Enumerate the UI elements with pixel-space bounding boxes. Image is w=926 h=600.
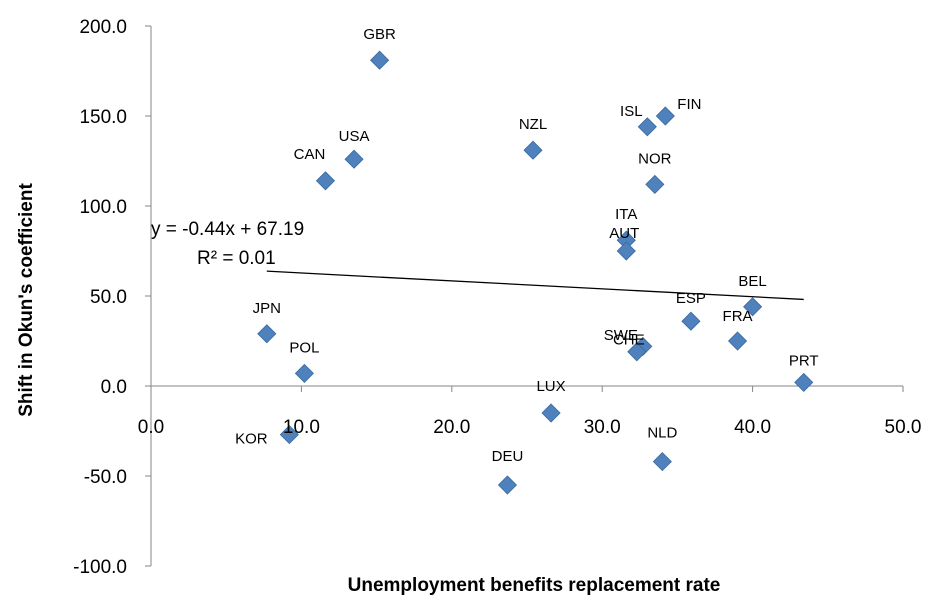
- data-point-deu: [497, 475, 518, 495]
- point-label-gbr: GBR: [363, 26, 396, 43]
- data-point-lux: [541, 403, 561, 423]
- point-label-can: CAN: [294, 146, 326, 163]
- y-axis-title: Shift in Okun's coefficient: [16, 183, 37, 417]
- y-tick-label: 0.0: [101, 377, 127, 398]
- y-tick-label: -100.0: [73, 557, 127, 578]
- y-tick-label: -50.0: [84, 467, 127, 488]
- point-label-bel: BEL: [738, 273, 766, 290]
- point-label-kor: KOR: [235, 431, 268, 448]
- data-points: [257, 50, 814, 495]
- x-tick-label: 10.0: [283, 417, 320, 438]
- data-point-bel: [743, 297, 763, 317]
- data-point-can: [315, 171, 336, 191]
- x-tick-label: 30.0: [584, 417, 621, 438]
- x-tick-label: 0.0: [138, 417, 164, 438]
- data-point-usa: [344, 149, 364, 169]
- point-label-lux: LUX: [536, 378, 565, 395]
- point-label-nor: NOR: [638, 150, 672, 167]
- point-label-che: CHE: [613, 331, 645, 348]
- data-point-isl: [637, 117, 657, 137]
- point-label-pol: POL: [289, 339, 319, 356]
- trendline: [266, 270, 804, 301]
- y-tick-label: 100.0: [79, 197, 127, 218]
- data-point-esp: [681, 311, 701, 331]
- data-point-nzl: [523, 140, 543, 160]
- x-tick-label: 20.0: [433, 417, 470, 438]
- point-label-esp: ESP: [676, 290, 706, 307]
- tick-labels: 200.0 150.0 100.0 50.0 0.0 -50.0 -100.0 0.0 10.0…: [73, 17, 921, 578]
- point-label-fin: FIN: [677, 96, 701, 113]
- data-point-fin: [655, 106, 675, 126]
- x-axis-title: Unemployment benefits replacement rate: [348, 575, 721, 596]
- data-point-fra: [727, 331, 748, 351]
- y-tick-label: 150.0: [79, 107, 127, 128]
- point-label-deu: DEU: [492, 448, 524, 465]
- trendline-group: [266, 270, 804, 301]
- data-point-jpn: [257, 324, 277, 344]
- y-tick-label: 50.0: [90, 287, 127, 308]
- point-label-isl: ISL: [620, 103, 643, 120]
- data-point-nor: [645, 174, 665, 194]
- point-labels: GBR FIN ISL NZL USA CAN NOR ITA AUT BEL ESP JPN FRA C…: [235, 26, 818, 465]
- trendline-r-squared: R² = 0.01: [197, 248, 276, 269]
- point-label-jpn: JPN: [253, 300, 281, 317]
- point-label-swe: SWE: [604, 327, 638, 344]
- y-tick-label: 200.0: [79, 17, 127, 38]
- axis-titles: Unemployment benefits replacement rate S…: [16, 183, 720, 596]
- point-label-prt: PRT: [789, 352, 819, 369]
- data-point-gbr: [370, 50, 390, 70]
- trendline-equation: y = -0.44x + 67.19: [151, 219, 304, 240]
- data-point-pol: [294, 363, 314, 383]
- point-label-fra: FRA: [723, 308, 753, 325]
- point-label-aut: AUT: [609, 225, 639, 242]
- axes: [145, 25, 904, 567]
- data-point-kor: [279, 425, 299, 445]
- point-label-ita: ITA: [615, 206, 637, 223]
- data-point-aut: [616, 241, 636, 261]
- point-label-nld: NLD: [647, 425, 677, 442]
- data-point-nld: [652, 452, 672, 472]
- data-point-prt: [794, 372, 814, 392]
- x-tick-label: 50.0: [885, 417, 922, 438]
- data-point-swe: [627, 342, 647, 362]
- x-tick-label: 40.0: [734, 417, 771, 438]
- point-label-nzl: NZL: [519, 116, 547, 133]
- point-label-usa: USA: [339, 128, 370, 145]
